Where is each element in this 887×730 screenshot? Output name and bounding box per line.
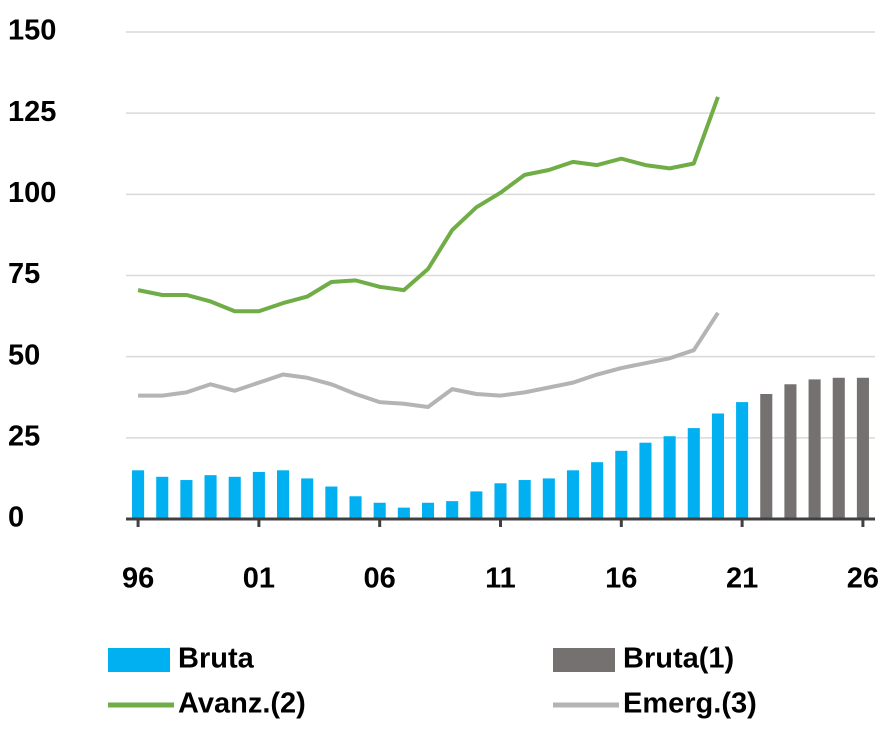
x-tick-label: 26	[847, 563, 879, 595]
line	[137, 96, 720, 314]
legend-label: Emerg.(3)	[623, 688, 757, 720]
bar	[760, 394, 773, 519]
bar	[132, 470, 145, 519]
x-tick-label: 11	[485, 563, 516, 595]
bar	[277, 470, 290, 519]
x-tick-label: 21	[726, 563, 758, 595]
bar	[566, 470, 580, 519]
bar	[301, 478, 314, 519]
bar	[832, 377, 845, 519]
bar	[687, 428, 700, 519]
bar	[228, 476, 241, 519]
bar	[421, 502, 435, 519]
bar	[349, 496, 362, 519]
y-tick-label: 125	[8, 96, 56, 128]
x-tick-label: 96	[122, 563, 154, 595]
y-tick-label: 0	[8, 502, 24, 534]
bar	[615, 450, 628, 519]
bar	[808, 379, 821, 519]
y-tick-label: 75	[8, 258, 40, 290]
x-tick-label: 16	[605, 563, 637, 595]
bar	[252, 471, 265, 519]
bar	[711, 413, 724, 519]
bar	[494, 483, 507, 519]
y-tick-label: 25	[8, 420, 40, 452]
bar	[784, 384, 797, 519]
x-tick-label: 06	[364, 563, 396, 595]
bar	[325, 486, 338, 519]
bar	[156, 476, 169, 519]
legend-label: Avanz.(2)	[178, 688, 306, 720]
bar	[518, 480, 531, 519]
legend-label: Bruta(1)	[623, 643, 734, 675]
bar	[639, 442, 652, 519]
bar	[204, 475, 217, 519]
bar	[446, 501, 459, 519]
bar	[397, 507, 410, 519]
legend-swatch	[108, 648, 170, 672]
line	[138, 311, 720, 409]
y-tick-label: 50	[8, 339, 40, 371]
x-tick-label: 01	[243, 563, 275, 595]
bar	[736, 402, 749, 519]
bar	[856, 377, 869, 519]
legend-swatch	[553, 648, 615, 672]
bar	[542, 478, 555, 519]
bar	[591, 462, 604, 519]
bar	[373, 502, 386, 519]
bar	[663, 436, 676, 519]
bar	[180, 480, 193, 519]
legend-label: Bruta	[178, 643, 255, 675]
y-tick-label: 100	[8, 177, 56, 209]
bar	[470, 491, 483, 519]
y-tick-label: 150	[8, 15, 56, 47]
